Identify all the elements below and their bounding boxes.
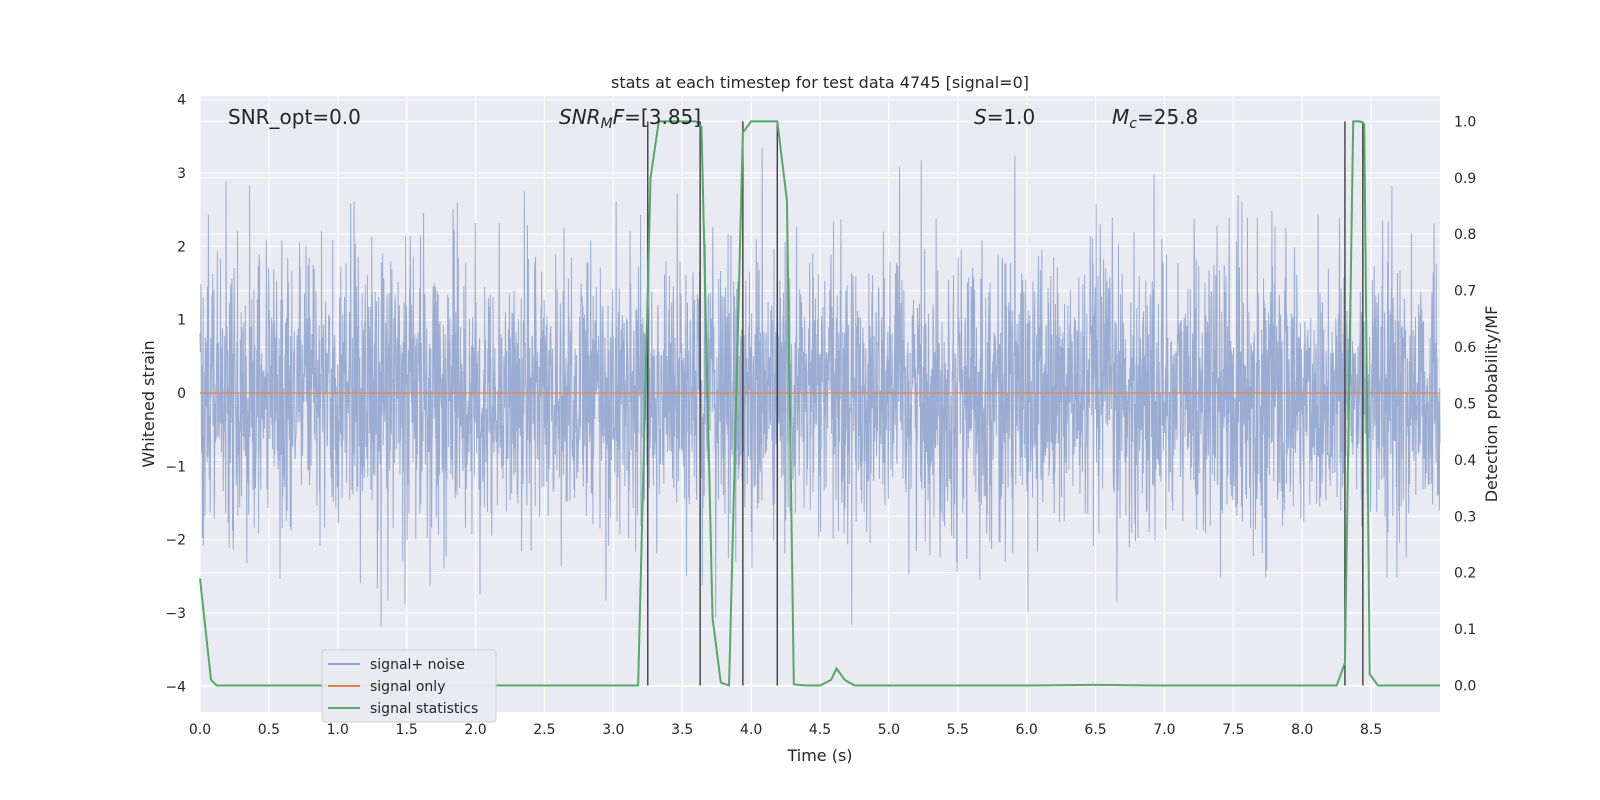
noise-line [199,148,1441,627]
y-left-tick-label: 1 [177,313,186,329]
y-right-tick-label: 0.4 [1454,453,1476,469]
x-tick-label: 7.5 [1222,722,1244,738]
x-tick-label: 1.5 [396,722,418,738]
y-right-tick-label: 0.6 [1454,340,1476,356]
x-tick-label: 8.0 [1291,722,1313,738]
y-left-tick-label: −2 [165,533,186,549]
annotation-mc-sub: c [1129,116,1137,132]
y-left-tick-label: 2 [177,239,186,255]
x-tick-label: 2.5 [533,722,555,738]
y-right-tick-label: 0.5 [1454,396,1476,412]
legend: signal+ noise signal only signal statist… [321,649,497,723]
y-left-tick-label: −4 [165,679,186,695]
annotation-mc-val: =25.8 [1137,105,1198,129]
y-right-tick-label: 0.7 [1454,284,1476,300]
y-left-tick-labels: 4 3 2 1 0 −1 −2 −3 −4 [165,93,186,696]
y-right-tick-label: 0.1 [1454,622,1476,638]
stats-series [199,120,1440,687]
y-left-tick-label: 3 [177,166,186,182]
legend-box [321,649,497,723]
x-tick-label: 4.5 [809,722,831,738]
annotation-snr-mf-rest-f: F [613,105,625,129]
y-right-tick-label: 1.0 [1454,114,1476,130]
x-tick-label: 5.5 [947,722,969,738]
annotation-s-var: S [974,105,987,129]
y-right-tick-label: 0.8 [1454,227,1476,243]
x-tick-label: 4.0 [740,722,762,738]
y-right-axis-label: Detection probability/MF [1482,306,1501,503]
y-left-tick-label: −1 [165,459,186,475]
annotation-mc-var: M [1112,105,1129,129]
annotation-s: S=1.0 [974,105,1035,129]
legend-label-signal: signal only [370,679,445,695]
x-tick-label: 3.0 [602,722,624,738]
x-tick-label: 2.0 [464,722,486,738]
y-left-tick-label: −3 [165,606,186,622]
annotation-snr-opt: SNR_opt=0.0 [228,105,361,129]
y-left-tick-label: 4 [177,93,186,109]
annotation-mc: Mc=25.8 [1112,105,1198,132]
y-right-tick-label: 0.2 [1454,566,1476,582]
y-left-tick-label: 0 [177,386,186,402]
y-right-tick-label: 0.9 [1454,171,1476,187]
chart-title: stats at each timestep for test data 474… [611,73,1029,92]
annotation-snr-mf-sub: M [601,116,613,132]
x-tick-label: 5.0 [878,722,900,738]
x-tick-label: 0.5 [258,722,280,738]
annotation-snr-mf: SNRMF=[3.85] [559,105,701,132]
vertical-markers [647,121,1364,686]
legend-label-noise: signal+ noise [370,657,465,673]
annotation-snr-mf-rest: =[3.85] [624,105,701,129]
y-right-tick-labels: 1.0 0.9 0.8 0.7 0.6 0.5 0.4 0.3 0.2 0.1 0.0 [1454,114,1476,694]
x-tick-label: 7.0 [1153,722,1175,738]
annotation-snr-mf-base: SNR [559,105,601,129]
y-left-axis-label: Whitened strain [139,340,158,467]
signal-statistics-line [199,120,1440,687]
y-right-tick-label: 0.0 [1454,678,1476,694]
legend-label-stats: signal statistics [370,701,478,717]
x-tick-label: 0.0 [189,722,211,738]
x-tick-label: 6.5 [1084,722,1106,738]
x-tick-label: 1.0 [327,722,349,738]
y-right-tick-label: 0.3 [1454,509,1476,525]
x-tick-label: 6.0 [1016,722,1038,738]
x-axis-label: Time (s) [786,746,852,765]
annotation-s-val: =1.0 [987,105,1036,129]
x-tick-label: 3.5 [671,722,693,738]
x-tick-label: 8.5 [1360,722,1382,738]
noise-series [199,148,1441,627]
x-tick-labels: 0.0 0.5 1.0 1.5 2.0 2.5 3.0 3.5 4.0 4.5 5.0 5.5 6.0 6… [189,722,1382,738]
